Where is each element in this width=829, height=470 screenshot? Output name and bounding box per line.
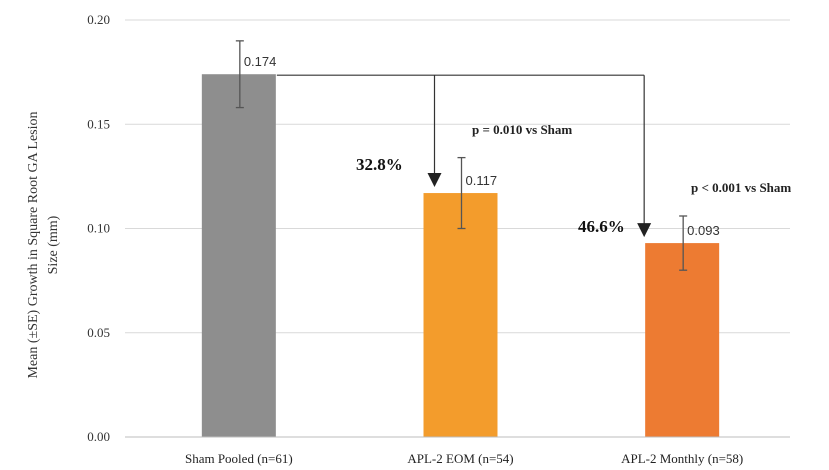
bar [423, 193, 498, 437]
y-tick-label: 0.10 [87, 221, 110, 236]
category-label: APL-2 Monthly (n=58) [621, 451, 743, 466]
data-label: 0.093 [687, 223, 720, 238]
monthly-pvalue-label: p < 0.001 vs Sham [691, 180, 791, 195]
y-axis-label-line-1: Mean (±SE) Growth in Square Root GA Lesi… [26, 111, 41, 378]
y-tick-label: 0.20 [87, 12, 110, 27]
bar [201, 74, 276, 438]
y-axis-ticks: 0.00 0.05 0.10 0.15 0.20 [87, 12, 110, 444]
data-label: 0.174 [244, 54, 277, 69]
eom-pvalue-label: p = 0.010 vs Sham [472, 122, 572, 137]
data-label: 0.117 [466, 173, 498, 188]
arrow-head [427, 173, 442, 188]
comparison-arrows [276, 74, 652, 238]
category-label: APL-2 EOM (n=54) [407, 451, 513, 466]
category-labels: Sham Pooled (n=61) APL-2 EOM (n=54) APL-2 … [185, 451, 743, 466]
bar [645, 243, 720, 437]
monthly-reduction-label: 46.6% [578, 217, 625, 236]
y-axis-label-line-2: Size (mm) [46, 215, 61, 274]
y-tick-label: 0.05 [87, 325, 110, 340]
bars [201, 74, 720, 438]
data-labels: 0.174 0.117 0.093 [244, 54, 720, 238]
y-tick-label: 0.00 [87, 429, 110, 444]
arrow-head [637, 223, 652, 238]
category-label: Sham Pooled (n=61) [185, 451, 293, 466]
error-bars [235, 40, 688, 271]
y-tick-label: 0.15 [87, 116, 110, 131]
eom-reduction-label: 32.8% [356, 155, 403, 174]
